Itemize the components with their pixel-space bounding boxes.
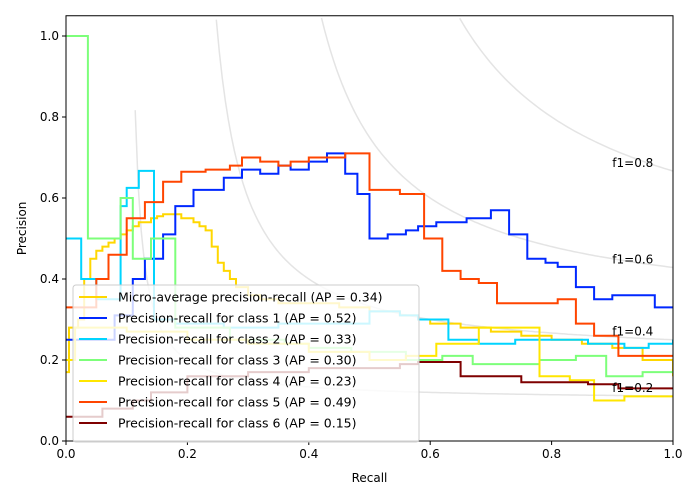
legend-entry: Precision-recall for class 3 (AP = 0.30): [118, 353, 356, 368]
legend-entry: Precision-recall for class 4 (AP = 0.23): [118, 374, 356, 389]
iso-f1-label: f1=0.2: [612, 381, 653, 395]
x-tick-label: 1.0: [663, 447, 682, 461]
series-line-1: [66, 152, 673, 341]
x-tick-label: 0.0: [56, 447, 75, 461]
x-tick-label: 0.8: [542, 447, 561, 461]
legend-entry: Micro-average precision-recall (AP = 0.3…: [118, 290, 383, 305]
series-line-0: [66, 213, 673, 377]
y-tick-label: 0.8: [40, 110, 59, 124]
y-tick-label: 1.0: [40, 29, 59, 43]
x-tick-label: 0.2: [178, 447, 197, 461]
legend: Micro-average precision-recall (AP = 0.3…: [72, 284, 420, 443]
iso-f1-curve-0.6: [320, 17, 673, 269]
legend-box: [72, 284, 420, 443]
legend-entry: Precision-recall for class 1 (AP = 0.52): [118, 311, 356, 326]
legend-entry: Precision-recall for class 5 (AP = 0.49): [118, 395, 356, 410]
series-line-5: [66, 152, 673, 357]
y-tick-label: 0.0: [40, 434, 59, 448]
y-tick-label: 0.2: [40, 353, 59, 367]
iso-f1-label: f1=0.6: [612, 252, 653, 266]
legend-entry: Precision-recall for class 6 (AP = 0.15): [118, 416, 356, 431]
y-tick-label: 0.6: [40, 191, 59, 205]
iso-f1-label: f1=0.4: [612, 325, 653, 339]
axis-ticks: 0.0 0.2 0.4 0.6 0.8 1.0 0.0 0.2 0.4 0.6 0.8 1.0: [40, 29, 683, 461]
y-tick-label: 0.4: [40, 272, 59, 286]
legend-entry: Precision-recall for class 2 (AP = 0.33): [118, 332, 356, 347]
y-axis-label: Precision: [15, 202, 29, 256]
iso-f1-label: f1=0.8: [612, 156, 653, 170]
iso-f1-curve-0.8: [459, 17, 673, 172]
x-tick-label: 0.6: [421, 447, 440, 461]
x-tick-label: 0.4: [299, 447, 318, 461]
x-axis-label: Recall: [352, 471, 388, 485]
